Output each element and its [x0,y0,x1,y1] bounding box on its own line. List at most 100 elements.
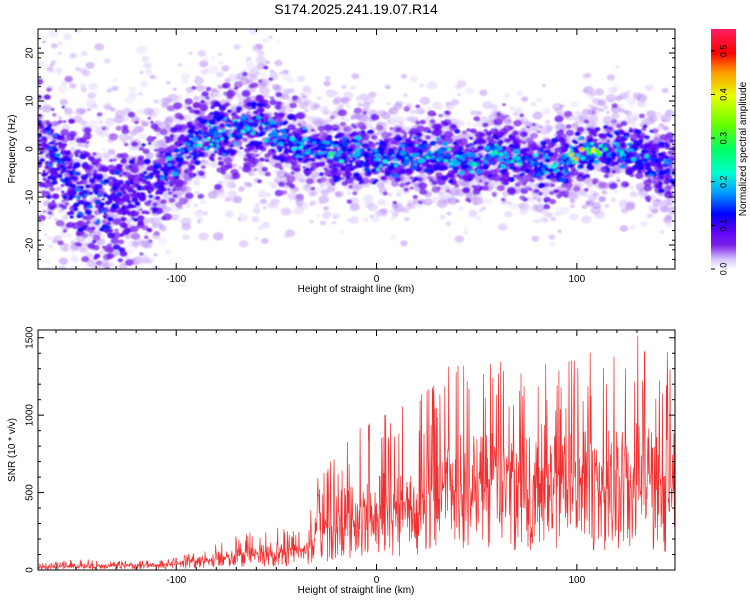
spectrogram-cell-2249 [279,71,284,75]
spectrogram-cell-695 [132,277,142,284]
spectrogram-cell-3463 [276,101,283,107]
spectrogram-cell-4748 [58,142,65,148]
spectrogram-cell-2566 [238,166,243,170]
spectrogram-cell-1187 [515,109,521,114]
spectrogram-cell-2314 [198,232,209,241]
spectrogram-cell-2807 [184,192,194,200]
spectrogram-cell-4048 [103,245,113,252]
spectrogram-cell-2415 [546,125,554,131]
spectrogram-cell-3761 [38,78,44,85]
spectrogram-cell-1590 [594,210,605,219]
spectrogram-cell-3987 [496,114,507,122]
spectrogram-cell-605 [376,182,385,189]
spectrogram-cell-1077 [98,120,103,124]
spectrogram-cell-2189 [55,186,63,192]
spectrogram-cell-3846 [85,136,90,140]
spectrogram-cell-2414 [95,316,106,324]
spectrogram-cell-448 [83,143,90,149]
spectrogram-cell-1960 [324,76,331,81]
spectrogram-cell-1411 [159,225,167,232]
spectrogram-cell-504 [362,217,369,223]
spectrogram-cell-2143 [361,184,365,188]
spectrogram-cell-3003 [418,182,428,190]
spectrogram-cell-4728 [553,189,559,194]
spectrogram-cell-4513 [270,148,276,153]
spectrogram-cell-4683 [91,240,97,244]
spectrogram-cell-4778 [153,136,157,139]
spectrogram-cell-1071 [301,94,307,99]
spectrogram-cell-2782 [389,127,394,131]
spectrogram-cell-4523 [234,86,239,90]
spectrogram-cell-3526 [591,110,596,114]
spectrogram-cell-26 [182,234,190,240]
spectrogram-cell-1474 [195,81,200,86]
spectrogram-cell-4064 [646,198,651,203]
spectrogram-cell-2490 [355,95,365,102]
spectrogram-cell-2974 [101,127,106,130]
spectrogram-cell-4950 [540,140,547,146]
spectrogram-cell-4475 [264,158,270,162]
spectrogram-cell-3629 [532,123,536,127]
spectrogram-cell-1311 [264,60,271,65]
spectrogram-cell-3005 [268,77,274,81]
spectrogram-cell-2194 [86,301,91,305]
spectrogram-cell-778 [221,65,230,72]
spectrogram-cell-3845 [570,169,579,176]
spectrogram-cell-1070 [474,215,482,221]
spectrogram-cell-3276 [519,113,525,118]
spectrogram-cell-3752 [433,124,442,131]
spectrogram-cell-1767 [70,251,75,255]
spectrogram-cell-4391 [239,146,244,150]
spectrogram-cell-4364 [81,162,89,169]
spectrogram-cell-2278 [212,92,222,100]
spectrogram-cell-958 [186,92,191,97]
spectrogram-cell-548 [470,110,478,116]
spectrogram-cell-2286 [111,85,119,91]
spectrogram-cell-2500 [412,198,420,205]
spectrogram-cell-3818 [148,239,153,243]
spectrogram-cell-3704 [46,87,52,92]
spectrogram-cell-4292 [46,194,52,200]
spectrogram-cell-2040 [46,260,52,264]
spectrogram-cell-1734 [257,225,264,231]
spectrogram-cell-2502 [232,196,242,204]
spectrogram-cell-2918 [521,140,527,145]
spectrogram-cell-516 [58,257,69,265]
spectrogram-cell-2342 [76,107,86,115]
spectrogram-cell-1695 [468,210,478,218]
spectrogram-cell-4576 [473,149,478,154]
spectrogram-cell-1907 [353,114,360,119]
spectrogram-cell-4914 [349,166,355,171]
spectrogram-cell-4526 [66,165,73,170]
spectrogram-cell-4744 [236,109,241,113]
spectrogram-cell-759 [108,262,114,267]
spectrogram-cell-3025 [496,185,506,192]
spectrogram-cell-1097 [339,117,345,121]
spectrogram-cell-4527 [333,178,339,183]
spectrogram-cell-604 [81,51,88,57]
spectrogram-cell-3087 [478,179,483,183]
spectrogram-cell-1232 [257,190,268,199]
spectrogram-cell-3713 [87,242,95,249]
spectrogram-cell-4851 [314,155,321,159]
spectrogram-cell-241 [233,44,241,50]
spectrogram-cell-2248 [112,78,118,82]
spectrogram-cell-3701 [201,91,209,97]
spectrogram-cell-3943 [431,130,438,136]
chart-title: S174.2025.241.19.07.R14 [274,1,438,17]
spectrogram-cell-2593 [243,181,251,187]
spectrogram-cell-4971 [79,188,84,192]
spectrogram-cell-3391 [409,186,414,190]
spectrogram-cell-4560 [293,133,300,138]
spectrogram-cell-421 [61,310,68,316]
spectrogram-cell-1091 [439,214,446,220]
spectrogram-cell-3866 [129,166,138,174]
spectrogram-cell-1034 [42,40,46,44]
spectrogram-cell-4458 [194,159,201,166]
spectrogram-cell-717 [228,73,238,82]
spectrogram-cell-3246 [289,102,297,109]
spectrogram-cell-4538 [345,172,353,178]
spectrogram-cell-626 [530,101,537,107]
spectrogram-cell-4780 [608,134,614,139]
